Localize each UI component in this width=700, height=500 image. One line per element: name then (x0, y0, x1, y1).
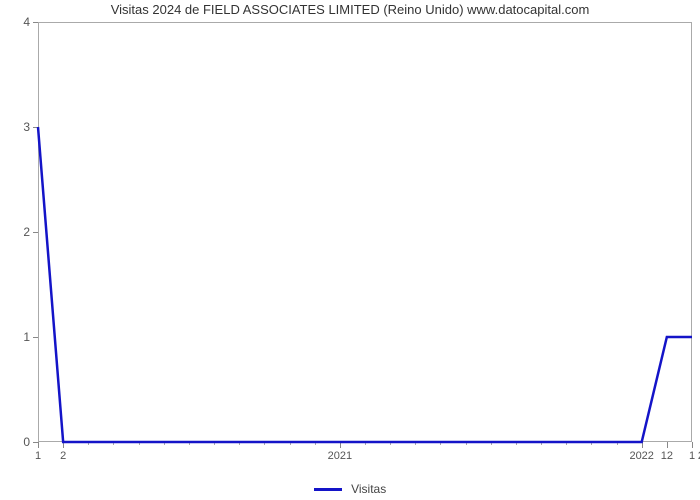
legend-label: Visitas (351, 482, 386, 496)
legend: Visitas (0, 481, 700, 496)
series-line (38, 127, 692, 442)
chart-container: Visitas 2024 de FIELD ASSOCIATES LIMITED… (0, 0, 700, 500)
line-series (0, 0, 700, 500)
legend-swatch (314, 488, 342, 491)
